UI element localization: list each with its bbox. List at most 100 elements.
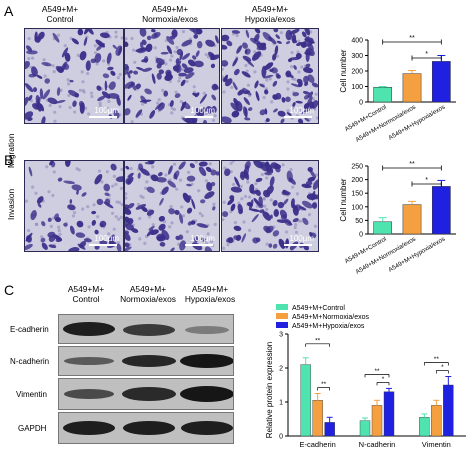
stained-cell [64,52,71,62]
stained-cell [94,245,100,250]
membrane-pore [120,202,123,207]
membrane-pore [230,85,234,90]
membrane-pore [294,230,299,234]
significance-label: ** [315,337,321,344]
stained-cell [185,72,195,79]
membrane-pore [244,63,248,68]
membrane-pore [81,80,85,84]
chart-protein-expression: 0 1 2 3 Relative protein expression A549+M+Co… [265,304,466,449]
blot-header-normoxia: A549+M+ Normoxia/exos [100,284,196,304]
stained-cell [145,43,153,53]
membrane-pore [313,224,318,228]
membrane-pore [27,57,31,61]
stained-cell [308,37,314,44]
stained-cell [285,29,293,41]
stained-cell [91,219,96,226]
stained-cell [259,161,267,167]
membrane-pore [222,246,226,250]
membrane-pore [293,77,297,82]
stained-cell [184,117,197,123]
legend-label: A549+M+Hypoxia/exos [292,323,365,330]
scale-bar-label: 100µm [289,234,314,243]
stained-cell [127,217,134,225]
band [64,389,114,399]
x-tick-label: A549+M+Hypoxia/exos [387,236,446,274]
membrane-pore [86,205,90,209]
stained-cell [135,83,141,90]
membrane-pore [181,30,186,34]
membrane-pore [116,241,120,245]
stained-cell [72,100,77,107]
stained-cell [94,53,102,63]
membrane-pore [73,110,77,114]
membrane-pore [209,239,214,244]
membrane-pore [180,205,184,209]
membrane-pore [213,114,217,118]
membrane-pore [51,64,55,68]
membrane-pore [179,99,183,104]
membrane-pore [229,161,233,165]
stained-cell [276,219,287,223]
stained-cell [311,82,318,88]
panel-letter-b: B [4,152,14,168]
stained-cell [63,222,68,227]
stained-cell [94,174,103,185]
scale-bar [185,116,213,118]
membrane-pore [240,197,244,201]
stained-cell [158,69,165,75]
y-tick-label: 2 [279,366,283,373]
stained-cell [205,106,213,114]
stained-cell [198,161,208,167]
stained-cell [215,171,219,176]
membrane-pore [296,50,300,54]
membrane-pore [185,230,189,234]
legend-swatch [276,322,288,328]
stained-cell [233,98,239,107]
stained-cell [252,237,259,244]
stained-cell [311,190,316,201]
stained-cell [265,118,270,122]
stained-cell [215,35,219,44]
membrane-pore [226,243,230,247]
stained-cell [307,91,314,98]
membrane-pore [200,214,204,218]
y-tick-label: 100 [351,84,363,91]
bar [300,364,311,437]
membrane-pore [133,60,137,64]
membrane-pore [206,232,210,236]
stained-cell [301,31,307,38]
stained-cell [99,240,108,246]
stained-cell [241,71,251,78]
stained-cell [275,34,281,39]
stained-cell [110,70,116,76]
membrane-pore [90,94,94,99]
stained-cell [191,198,196,210]
stained-cell [243,169,250,181]
stained-cell [53,234,63,242]
membrane-pore [222,200,226,204]
stained-cell [251,214,259,223]
stained-cell [295,52,302,60]
stained-cell [56,87,61,96]
stained-cell [233,225,242,232]
stained-cell [76,220,84,228]
panel-letter-a: A [4,3,14,19]
stained-cell [286,41,291,45]
scale-bar-label: 100µm [94,234,119,243]
membrane-pore [177,79,181,83]
column-header-hypoxia: A549+M+ Hypoxia/exos [222,4,318,24]
stained-cell [160,51,169,55]
legend-label: A549+M+Normoxia/exos [292,314,370,321]
membrane-pore [148,215,152,219]
stained-cell [96,198,104,206]
stained-cell [91,210,97,215]
membrane-pore [245,69,249,73]
scale-bar-label: 100µm [190,106,215,115]
stained-cell [199,107,206,117]
stained-cell [224,168,231,177]
stained-cell [270,214,273,219]
membrane-pore [86,71,90,76]
column-header-line1: A549+M+ [251,4,289,14]
membrane-pore [248,195,252,199]
stained-cell [41,116,46,123]
